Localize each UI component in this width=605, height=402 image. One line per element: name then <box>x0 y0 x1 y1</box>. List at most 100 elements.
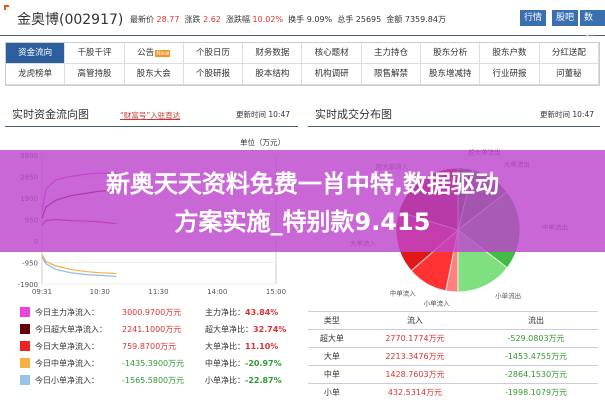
change-value: 2.62 <box>203 15 221 24</box>
latest-label: 最新价 <box>130 15 154 24</box>
table-row: 大单 2213.3476万元 -1453.4755万元 <box>308 347 598 366</box>
nav-tab[interactable]: 行业研报 <box>480 64 540 85</box>
data-button[interactable]: 数据 <box>580 10 605 39</box>
legend-value: 759.8700万元 <box>122 342 177 351</box>
nav-tab-label: 个股研报 <box>196 69 231 79</box>
legend-swatch <box>20 341 30 351</box>
nav-tab[interactable]: 高管持股 <box>65 64 125 85</box>
legend-row: 今日大单净流入： 759.8700万元 大单净比：11.10% <box>18 338 308 355</box>
ratio-label: 超大单净比： <box>205 325 253 334</box>
update-label: 更新时间 <box>540 110 570 119</box>
nav-tab-label: 机构调研 <box>314 69 349 79</box>
y-tick-label: -950 <box>22 260 38 268</box>
series-line <box>41 256 117 278</box>
nav-tab-label: 问董秘 <box>556 69 582 79</box>
nav-tab[interactable]: 问董秘 <box>539 64 599 85</box>
nav-tab[interactable]: 股东分析 <box>421 43 481 64</box>
nav-tab[interactable]: 股东增减持 <box>421 64 481 85</box>
nav-tab[interactable]: 财务数据 <box>243 43 303 64</box>
unit-label: 单位（万元） <box>240 138 285 147</box>
nav-tab-label: 行业研报 <box>492 69 527 79</box>
turnover-value: 9.09% <box>306 15 333 24</box>
nav-tab[interactable]: 股本结构 <box>243 64 303 85</box>
col-header: 类型 <box>308 311 356 330</box>
nav-tab[interactable]: 股东户数 <box>480 43 540 64</box>
ratio-value: 11.10% <box>245 342 279 351</box>
nav-tab-label: 主力持仓 <box>373 48 408 58</box>
nav-tab-label: 核心题材 <box>314 48 349 58</box>
divider <box>308 126 600 127</box>
nav-tab-label: 财务数据 <box>255 48 290 58</box>
nav-tab[interactable]: 个股研报 <box>183 64 244 85</box>
y-tick-label: -1900 <box>18 281 38 289</box>
nav-tab[interactable]: 分红送配 <box>539 43 599 64</box>
quote-button[interactable]: 行情 <box>520 10 547 26</box>
nav-tab[interactable]: 主力持仓 <box>361 43 422 64</box>
flow-table: 类型 流入 流出 超大单 2770.1774万元 -529.0803万元 大单 2213.3… <box>308 311 598 402</box>
legend-label: 今日大单净流入： <box>35 342 99 351</box>
forum-button[interactable]: 股吧 <box>552 10 579 26</box>
x-tick-label: 11:30 <box>148 288 168 296</box>
series-line <box>41 254 117 275</box>
pie-label: 小单流出 <box>495 291 521 300</box>
ratio-label: 中单净比： <box>205 359 245 368</box>
nav-tab-label: 股本结构 <box>255 69 290 79</box>
nav-tab-label: 高管持股 <box>77 69 112 79</box>
pct-value: 10.02% <box>252 15 284 24</box>
change-label: 涨跌 <box>184 15 201 24</box>
nav-tab-label: 公告 <box>137 48 155 58</box>
legend-row: 今日小单净流入： -1565.5800万元 小单净比：-22.87% <box>18 372 308 389</box>
legend-label: 今日中单净流入： <box>35 359 99 368</box>
col-header: 流出 <box>474 311 598 330</box>
legend-row: 今日中单净流入： -1435.3900万元 中单净比：-20.97% <box>18 355 308 372</box>
pie-label: 小单流入 <box>424 299 451 308</box>
nav-tab[interactable]: 核心题材 <box>302 43 362 64</box>
nav-tab[interactable]: 资金流向 <box>6 43 66 64</box>
stock-name: 金奥博(002917) <box>17 12 124 28</box>
cell-inflow: 1428.7603万元 <box>355 365 475 384</box>
flow-update: 更新时间 10:47 <box>236 109 290 120</box>
nav-tab-label: 限售解禁 <box>373 69 408 79</box>
ratio-value: 43.84% <box>245 308 279 317</box>
pct-label: 涨跌幅 <box>226 15 250 24</box>
volume-value: 25695 <box>355 15 382 24</box>
caifuhao-link[interactable]: “财富号”入驻直达 <box>120 111 181 120</box>
cell-type: 大单 <box>308 347 356 366</box>
turnover-label: 换手 <box>288 15 305 24</box>
nav-tab-label: 千股千评 <box>77 48 112 58</box>
nav-tab[interactable]: 千股千评 <box>65 43 125 64</box>
cell-outflow: -529.0803万元 <box>474 329 598 348</box>
nav-tab-label: 股东大会 <box>136 69 171 79</box>
banner-line-1: 新奥天天资料免费一肖中特,数据驱动 <box>105 170 500 198</box>
nav-tab[interactable]: 龙虎榜单 <box>6 64 66 85</box>
ratio-label: 主力净比： <box>205 308 245 317</box>
nav-tab[interactable]: 机构调研 <box>302 64 362 85</box>
cell-type: 中单 <box>308 365 356 384</box>
table-row: 中单 1428.7603万元 -2864.1530万元 <box>308 365 598 384</box>
nav-tab-label: 资金流向 <box>18 48 53 58</box>
nav-tab[interactable]: 公告 New <box>124 43 184 64</box>
update-time: 10:47 <box>268 110 291 119</box>
legend-label: 今日小单净流入： <box>35 376 99 385</box>
legend-value: 2241.1000万元 <box>122 325 182 334</box>
banner-line-2: 方案实施_特别款9.415 <box>174 208 431 236</box>
stock-header: 金奥博(002917) 最新价 28.77 涨跌 2.62 涨跌幅 10.02%… <box>0 0 605 39</box>
ratio-value: -20.97% <box>245 359 282 368</box>
ratio-label: 大单净比： <box>205 342 245 351</box>
legend-swatch <box>20 307 30 317</box>
legend-label: 今日主力净流入： <box>35 308 99 317</box>
x-tick-label: 15:00 <box>266 288 286 296</box>
legend-ratio: 大单净比：11.10% <box>205 341 278 352</box>
cell-type: 超大单 <box>308 329 356 348</box>
nav-tab-label: 个股日历 <box>196 48 231 58</box>
cell-outflow: -1453.4755万元 <box>474 347 598 366</box>
nav-tab[interactable]: 限售解禁 <box>361 64 422 85</box>
nav-tab[interactable]: 股东大会 <box>124 64 184 85</box>
legend-swatch <box>20 375 30 385</box>
nav-tab[interactable]: 个股日历 <box>183 43 244 64</box>
legend-row: 今日主力净流入： 3000.9700万元 主力净比：43.84% <box>18 304 308 321</box>
dist-update: 更新时间 10:47 <box>540 109 594 120</box>
legend-ratio: 中单净比：-20.97% <box>205 358 282 369</box>
update-label: 更新时间 <box>236 110 266 119</box>
update-time: 10:47 <box>572 110 595 119</box>
